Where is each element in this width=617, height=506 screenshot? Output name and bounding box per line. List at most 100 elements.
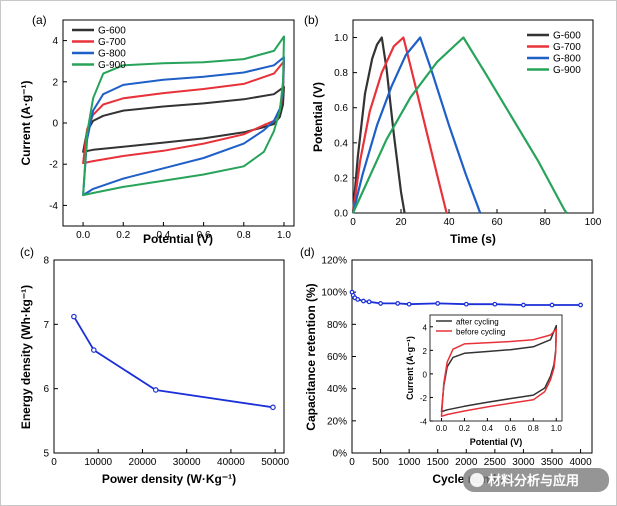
panel-a-xtick-label: 0.0 (76, 230, 90, 241)
inset-xtick-label: 1.0 (551, 424, 563, 433)
panel-d-series (349, 289, 583, 308)
panel-d-ytick-label: 20% (327, 416, 347, 427)
inset-xtick-label: 0.2 (459, 424, 471, 433)
panel-b-ytick-label: 0.2 (334, 173, 348, 184)
panel-d-xtick-label: 4000 (569, 457, 592, 468)
panel-c-ytick-label: 5 (43, 449, 49, 460)
inset-ytick-label: -2 (420, 394, 428, 403)
panel-b-label: (b) (304, 13, 319, 27)
panel-b-legend-label: G-700 (553, 42, 581, 53)
panel-d-label: (d) (300, 245, 315, 259)
panel-d-point (366, 299, 372, 305)
panel-a-series (82, 35, 285, 197)
panel-b-legend-label: G-600 (553, 31, 581, 42)
inset-series-before-cycling (440, 328, 558, 418)
panel-b-xtick-label: 40 (443, 217, 455, 228)
panel-a-legend-label: G-900 (98, 60, 126, 71)
panel-c-ticks: 0 10000 20000 30000 40000 50000 5 6 7 8 (43, 256, 289, 469)
panel-d-ytick-label: 40% (327, 384, 347, 395)
panel-c-ytick-label: 8 (43, 256, 49, 267)
panel-b-xtick-label: 20 (395, 217, 407, 228)
panel-a-ytick-label: 4 (52, 36, 58, 47)
panel-a-xtick-label: 0.8 (237, 230, 251, 241)
panel-b-ytick-label: 1.0 (334, 33, 348, 44)
panel-c-xtick-label: 40000 (217, 457, 245, 468)
panel-a-ytick-label: -2 (49, 160, 58, 171)
inset-series (440, 324, 558, 418)
panel-c-ytick-label: 6 (43, 384, 49, 395)
panel-d-point (355, 297, 361, 302)
panel-d-ticks: 0 500 1000 1500 2000 2500 3000 3500 4000 0% 20% 40%… (321, 256, 592, 469)
inset-xtick-label: 0.4 (482, 424, 494, 433)
panel-c-xtick-label: 30000 (173, 457, 201, 468)
panel-a-xtick-label: 0.4 (156, 230, 170, 241)
panel-b-xtick-label: 100 (585, 217, 602, 228)
inset-xlabel: Potential (V) (470, 437, 523, 447)
panel-b-ticks: 0 20 40 60 80 100 0.0 0.2 0.4 0.6 0.8 1.0 (334, 33, 602, 228)
panel-c-ylabel: Energy density (Wh·kg⁻¹) (19, 285, 33, 429)
watermark-logo-icon (470, 473, 484, 487)
panel-d-point (395, 301, 401, 306)
panel-d-xtick-label: 3500 (541, 457, 564, 468)
panel-a-legend-label: G-700 (98, 37, 126, 48)
watermark-text: 材料分析与应用 (488, 473, 579, 488)
panel-d-xtick-label: 500 (372, 457, 389, 468)
panel-d-point (435, 301, 441, 306)
inset-ytick-label: -4 (420, 418, 428, 427)
inset-ytick-label: 2 (423, 347, 428, 356)
panel-a-ticks: 0.0 0.2 0.4 0.6 0.8 1.0 -4 -2 0 2 4 (49, 36, 291, 241)
panel-a-label: (a) (32, 13, 47, 27)
panel-d-xtick-label: 2000 (455, 457, 478, 468)
panel-b-ytick-label: 0.0 (334, 209, 348, 220)
panel-b-frame (352, 19, 594, 214)
panel-b-series-g-800 (351, 36, 482, 214)
panel-c-point (91, 347, 97, 353)
inset-xtick-label: 0.6 (505, 424, 517, 433)
panel-c-xtick-label: 10000 (84, 457, 112, 468)
panel-b-ylabel: Potential (V) (311, 82, 325, 152)
panel-a-xtick-label: 0.2 (116, 230, 130, 241)
panel-d-point (378, 301, 383, 306)
panel-d-xtick-label: 0 (349, 457, 355, 468)
panel-b-ytick-label: 0.8 (334, 68, 348, 79)
panel-b-series-g-600 (351, 36, 406, 214)
panel-b-xtick-label: 80 (539, 217, 551, 228)
panel-c: (c) 0 10000 20000 30000 40000 50000 5 6 7 8 Power… (19, 245, 289, 486)
panel-d-ytick-label: 120% (321, 256, 347, 267)
panel-d-xtick-label: 3000 (512, 457, 535, 468)
panel-b-xlabel: Time (s) (450, 232, 496, 246)
panel-a-xlabel: Potential (V) (143, 232, 213, 246)
panel-b-series-g-700 (351, 36, 448, 214)
panel-c-point (71, 313, 77, 320)
panel-d-xtick-label: 1500 (427, 457, 450, 468)
inset-ytick-label: 4 (423, 323, 428, 332)
panel-d-ytick-label: 60% (327, 352, 347, 363)
inset-legend-label: after cycling (456, 318, 499, 327)
panel-c-xlabel: Power density (W·Kg⁻¹) (102, 472, 236, 486)
inset-xtick-label: 0.8 (528, 424, 540, 433)
panel-a-ytick-label: 0 (52, 119, 58, 130)
panel-c-xtick-label: 0 (51, 457, 57, 468)
panel-d-inset: 0.0 0.2 0.4 0.6 0.8 1.0 -4 -2 0 2 4 after cyclingb… (405, 314, 563, 447)
inset-ticks: 0.0 0.2 0.4 0.6 0.8 1.0 -4 -2 0 2 4 (420, 323, 562, 433)
panel-d-point (578, 302, 583, 308)
panel-c-point (152, 387, 159, 393)
panel-b: (b) 0 20 40 60 80 100 0.0 0.2 0.4 0.6 0.8 1.0 G-600… (304, 13, 602, 246)
watermark: 材料分析与应用 (463, 468, 609, 492)
panel-a-ytick-label: -4 (49, 201, 58, 212)
panel-d-point (492, 301, 498, 307)
panel-c-series-energy-vs-power (73, 316, 274, 409)
inset-ytick-label: 0 (423, 370, 428, 379)
panel-d-ytick-label: 80% (327, 320, 347, 331)
panel-c-series (71, 313, 276, 411)
panel-a-legend-label: G-800 (98, 49, 126, 60)
panel-d-ylabel: Capacitance retention (%) (304, 283, 318, 430)
panel-d-xtick-label: 2500 (484, 457, 507, 468)
panel-b-ytick-label: 0.4 (334, 138, 348, 149)
panel-a-legend-label: G-600 (98, 26, 126, 37)
panel-c-point (270, 404, 276, 411)
panel-d-point (521, 302, 526, 308)
panel-b-series (351, 36, 568, 214)
